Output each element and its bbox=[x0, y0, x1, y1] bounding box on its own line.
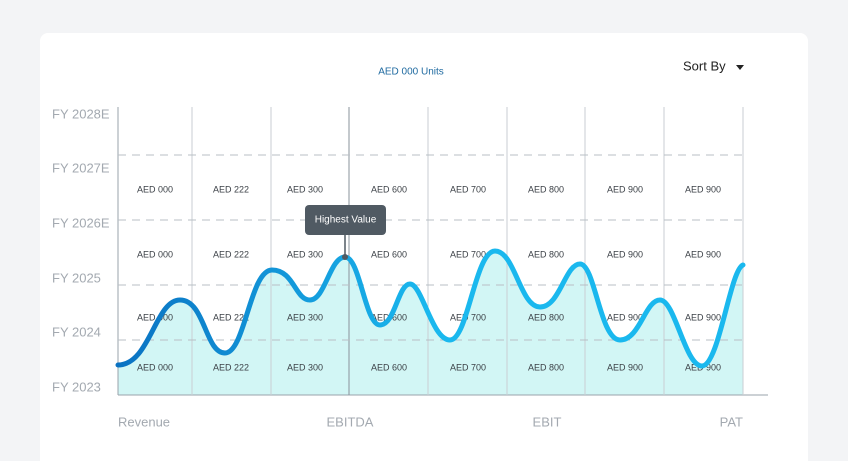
cell-label: AED 300 bbox=[287, 249, 323, 259]
cell-label: AED 300 bbox=[287, 312, 323, 322]
x-tick-label: EBIT bbox=[533, 414, 562, 429]
cell-label: AED 222 bbox=[213, 184, 249, 194]
cell-label: AED 800 bbox=[528, 312, 564, 322]
cell-label: AED 800 bbox=[528, 362, 564, 372]
dropdown-caret[interactable] bbox=[736, 65, 744, 70]
cell-label: AED 222 bbox=[213, 362, 249, 372]
cell-label: AED 000 bbox=[137, 249, 173, 259]
sort-dropdown[interactable]: Sort By bbox=[683, 58, 744, 73]
x-tick-label: PAT bbox=[720, 414, 743, 429]
y-tick-label: FY 2023 bbox=[52, 379, 101, 394]
cell-label: AED 600 bbox=[371, 249, 407, 259]
trend-line bbox=[115, 248, 746, 369]
y-tick-label: FY 2027E bbox=[52, 160, 110, 175]
highlight-dot bbox=[342, 254, 348, 260]
cell-label: AED 700 bbox=[450, 312, 486, 322]
x-tick-label: EBITDA bbox=[327, 414, 374, 429]
cell-label: AED 900 bbox=[685, 249, 721, 259]
cell-label: AED 000 bbox=[137, 312, 173, 322]
sort-label[interactable]: Sort By bbox=[683, 58, 726, 73]
cell-label: AED 300 bbox=[287, 362, 323, 372]
cell-label: AED 900 bbox=[685, 184, 721, 194]
cell-label: AED 900 bbox=[607, 184, 643, 194]
cell-label: AED 700 bbox=[450, 362, 486, 372]
cell-label: AED 800 bbox=[528, 184, 564, 194]
tooltip-text: Highest Value bbox=[315, 215, 377, 226]
cell-label: AED 900 bbox=[685, 312, 721, 322]
tooltip bbox=[305, 205, 386, 235]
cell-label: AED 222 bbox=[213, 312, 249, 322]
cell-label: AED 600 bbox=[371, 184, 407, 194]
x-tick-label: Revenue bbox=[118, 414, 170, 429]
cell-label: AED 000 bbox=[137, 184, 173, 194]
y-tick-label: FY 2024 bbox=[52, 324, 101, 339]
cell-label: AED 800 bbox=[528, 249, 564, 259]
card bbox=[40, 33, 808, 461]
cell-label: AED 000 bbox=[137, 362, 173, 372]
y-tick-label: FY 2025 bbox=[52, 270, 101, 285]
cell-label: AED 900 bbox=[607, 249, 643, 259]
cell-label: AED 900 bbox=[607, 362, 643, 372]
y-tick-label: FY 2026E bbox=[52, 215, 110, 230]
chart-title: AED 000 Units bbox=[378, 67, 444, 78]
cell-label: AED 222 bbox=[213, 249, 249, 259]
cell-label: AED 700 bbox=[450, 184, 486, 194]
cell-label: AED 700 bbox=[450, 249, 486, 259]
y-tick-label: FY 2028E bbox=[52, 106, 110, 121]
cell-label: AED 900 bbox=[607, 312, 643, 322]
cell-label: AED 600 bbox=[371, 362, 407, 372]
cell-label: AED 300 bbox=[287, 184, 323, 194]
